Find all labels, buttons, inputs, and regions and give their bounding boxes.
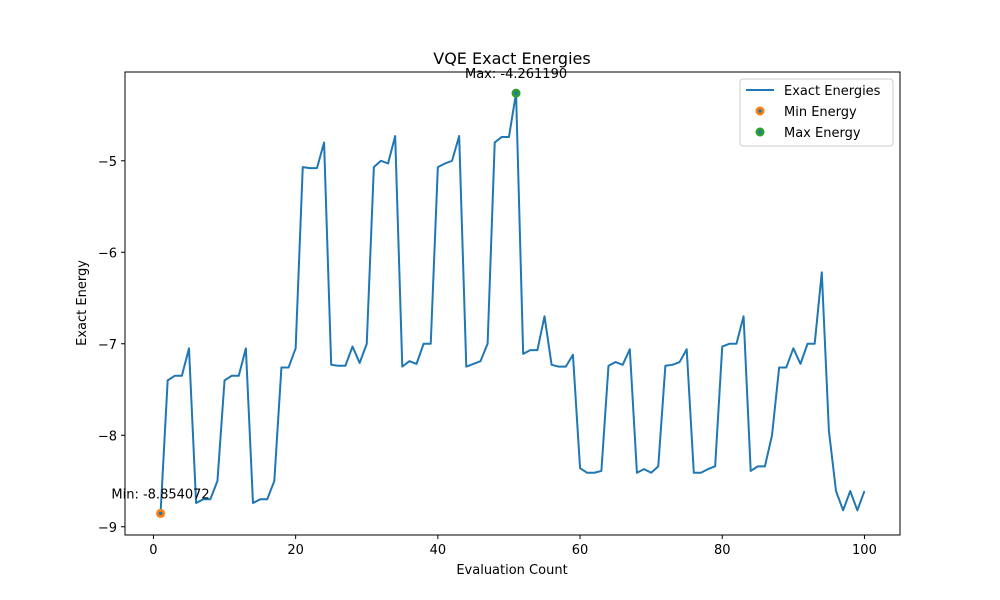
x-tick-label: 100 [852, 543, 877, 558]
axes-frame [124, 71, 901, 536]
legend-min-swatch-inner [758, 109, 762, 113]
legend: Exact Energies Min Energy Max Energy [739, 78, 894, 147]
x-tick-label: 80 [714, 543, 731, 558]
x-tick-label: 20 [287, 543, 304, 558]
legend-box [739, 78, 894, 147]
legend-label-0: Exact Energies [784, 84, 881, 99]
y-tick-label: −6 [98, 246, 117, 261]
legend-label-2: Max Energy [784, 126, 861, 141]
y-tick-label: −9 [98, 521, 117, 536]
legend-label-1: Min Energy [784, 105, 857, 120]
y-tick-label: −5 [98, 155, 117, 170]
x-tick-label: 60 [572, 543, 589, 558]
x-tick-label: 0 [149, 543, 157, 558]
legend-max-swatch [755, 127, 765, 137]
chart-title: VQE Exact Energies [433, 49, 590, 68]
legend-max-swatch-inner [758, 130, 762, 134]
min-energy-point [156, 508, 166, 518]
min-energy-point-inner [158, 511, 163, 516]
y-tick-label: −7 [98, 338, 117, 353]
x-axis-label: Evaluation Count [456, 563, 567, 578]
legend-min-swatch [755, 106, 765, 116]
max-energy-point-inner [514, 91, 518, 95]
max-annotation: Max: -4.261190 [465, 67, 567, 82]
y-axis-label: Exact Energy [75, 260, 90, 346]
series-line-exact-energies [159, 92, 866, 514]
x-tick-label: 40 [430, 543, 447, 558]
max-energy-point [511, 88, 521, 98]
y-tick-label: −8 [98, 429, 117, 444]
plot-area: 0 20 40 60 80 100 −9 −8 −7 −6 −5 Min: -8.854072 Max:… [98, 67, 877, 558]
min-annotation: Min: -8.854072 [111, 487, 209, 502]
